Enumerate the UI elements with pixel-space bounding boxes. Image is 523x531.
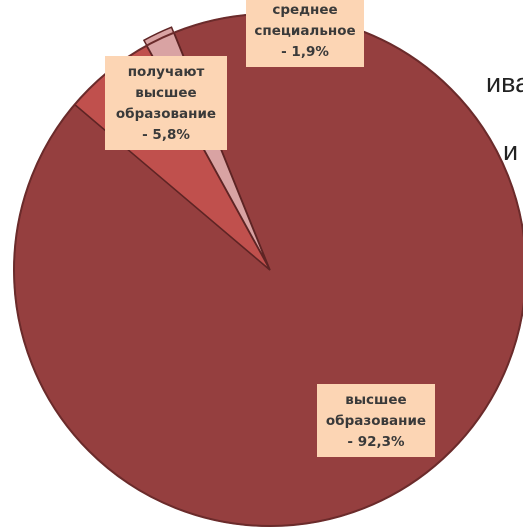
slice-label-1: высшее образование - 92,3% (317, 384, 435, 457)
slice-label-line: высшее (345, 392, 406, 408)
slice-label-line: получают (128, 64, 205, 80)
slice-label-box-2 (105, 56, 227, 150)
slice-label-line: - 1,9% (281, 44, 329, 60)
slice-label-line: - 5,8% (142, 127, 190, 143)
pie-slices (13, 13, 523, 527)
slice-label-line: образование (116, 106, 216, 122)
slice-labels: высшее образование - 92,3% получают высшее об… (105, 0, 435, 457)
slice-label-line: специальное (254, 23, 355, 39)
slice-label-line: среднее (272, 2, 337, 18)
slice-label-2: получают высшее образование - 5,8% (105, 56, 227, 150)
slice-label-3: среднее специальное - 1,9% (246, 0, 364, 67)
slice-label-box-1 (317, 384, 435, 457)
cropped-text-fragment-2: и (503, 136, 519, 166)
slice-label-line: высшее (135, 85, 196, 101)
cropped-text-fragment-1: ива (486, 68, 523, 98)
slice-label-box-3 (246, 0, 364, 67)
slice-label-line: образование (326, 413, 426, 429)
slice-label-line: - 92,3% (347, 434, 405, 450)
